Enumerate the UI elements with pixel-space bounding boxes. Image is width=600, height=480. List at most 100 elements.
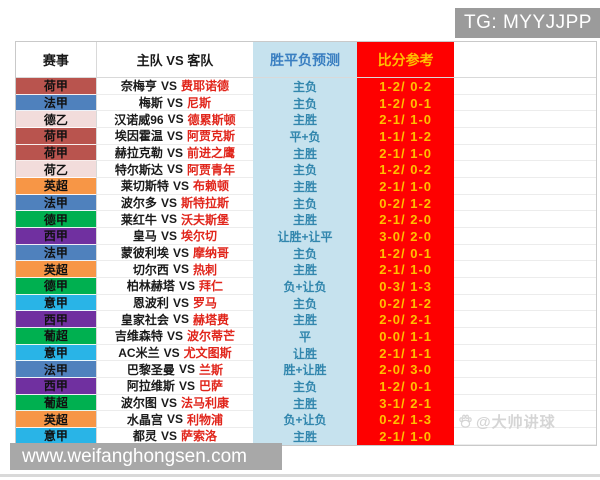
- empty-cell: [454, 261, 596, 279]
- score-label: 1-2/ 0-1: [379, 245, 433, 261]
- table-row: 葡超 吉维森特 VS 波尔蒂芒 平 0-0/ 1-1: [16, 328, 596, 345]
- away-team-label: 布赖顿: [192, 179, 229, 194]
- score-cell: 1-2/ 0-2: [356, 161, 455, 179]
- empty-cell: [454, 428, 596, 445]
- table-row: 西甲 皇家社会 VS 赫塔费 主胜 2-0/ 2-1: [16, 311, 596, 329]
- prediction-label: 主胜: [292, 146, 317, 161]
- prediction-cell: 主负: [253, 94, 357, 112]
- league-cell: 西甲: [16, 311, 96, 329]
- tg-badge: TG: MYYJJPP: [455, 8, 600, 38]
- home-team-label: 莱切斯特: [120, 179, 169, 194]
- away-team-label: 阿贾青年: [186, 162, 235, 177]
- vs-label: VS: [172, 262, 189, 277]
- empty-cell: [454, 161, 596, 179]
- league-label: 德甲: [43, 212, 68, 227]
- away-team-label: 利物浦: [186, 412, 223, 427]
- score-label: 2-1/ 1-1: [379, 345, 433, 361]
- col-header-league: 赛事: [16, 42, 96, 78]
- teams-cell: 吉维森特 VS 波尔蒂芒: [95, 328, 254, 345]
- league-cell: 英超: [16, 411, 96, 429]
- table-row: 法甲 巴黎圣曼 VS 兰斯 胜+让胜 2-0/ 3-0: [16, 361, 596, 379]
- away-team-label: 前进之鹰: [186, 146, 235, 161]
- prediction-cell: 主胜: [253, 428, 357, 445]
- prediction-cell: 主负: [253, 78, 357, 95]
- prediction-cell: 主胜: [253, 261, 357, 279]
- league-label: 西甲: [43, 312, 68, 327]
- prediction-label: 主负: [292, 296, 317, 311]
- score-label: 0-2/ 1-3: [379, 412, 433, 428]
- league-label: 西甲: [43, 379, 68, 394]
- vs-label: VS: [160, 78, 177, 93]
- vs-label: VS: [160, 195, 177, 210]
- prediction-label: 主负: [292, 163, 317, 178]
- table-row: 葡超 波尔图 VS 法马利康 主胜 3-1/ 2-1: [16, 394, 596, 412]
- score-label: 3-1/ 2-1: [379, 395, 433, 411]
- table-body: 荷甲 奈梅亨 VS 费耶诺德 主负 1-2/ 0-2 法甲 梅斯 VS 尼斯 主…: [16, 78, 596, 445]
- prediction-cell: 主胜: [253, 394, 357, 412]
- score-label: 2-1/ 1-0: [379, 178, 433, 194]
- watermark: @大帅讲球: [458, 410, 556, 432]
- home-team-label: 水晶宫: [126, 412, 163, 427]
- away-team-label: 赫塔费: [192, 312, 229, 327]
- home-team-label: 蒙彼利埃: [120, 246, 169, 261]
- league-label: 德乙: [43, 112, 68, 127]
- teams-cell: 莱红牛 VS 沃夫斯堡: [95, 211, 254, 229]
- vs-label: VS: [166, 412, 183, 427]
- teams-cell: 埃因霍温 VS 阿贾克斯: [95, 128, 254, 145]
- away-team-label: 尤文图斯: [183, 346, 232, 361]
- bottom-strip: [0, 474, 600, 477]
- table-row: 荷甲 埃因霍温 VS 阿贾克斯 平+负 1-1/ 1-2: [16, 128, 596, 145]
- score-label: 3-0/ 2-0: [379, 228, 433, 244]
- teams-cell: 波尔图 VS 法马利康: [95, 394, 254, 412]
- teams-cell: 赫拉克勒 VS 前进之鹰: [95, 144, 254, 162]
- empty-cell: [454, 345, 596, 362]
- vs-label: VS: [166, 162, 183, 177]
- home-team-label: 奈梅亨: [120, 79, 157, 94]
- empty-cell: [454, 278, 596, 295]
- vs-label: VS: [178, 378, 195, 393]
- table-row: 德乙 汉诺威96 VS 德累斯顿 主胜 2-1/ 1-0: [16, 111, 596, 129]
- league-label: 法甲: [43, 362, 68, 377]
- table-row: 英超 莱切斯特 VS 布赖顿 主胜 2-1/ 1-0: [16, 178, 596, 195]
- league-label: 法甲: [43, 96, 68, 111]
- teams-cell: 奈梅亨 VS 费耶诺德: [95, 78, 254, 95]
- prediction-label: 平: [298, 329, 311, 344]
- vs-label: VS: [166, 328, 183, 343]
- away-team-label: 沃夫斯堡: [180, 212, 229, 227]
- score-cell: 0-0/ 1-1: [356, 328, 455, 345]
- prediction-cell: 负+让负: [253, 278, 357, 295]
- score-label: 2-0/ 3-0: [379, 362, 433, 378]
- home-team-label: 吉维森特: [114, 329, 163, 344]
- prediction-label: 主负: [292, 246, 317, 261]
- away-team-label: 斯特拉斯: [180, 196, 229, 211]
- empty-cell: [454, 211, 596, 229]
- table-row: 意甲 都灵 VS 萨索洛 主胜 2-1/ 1-0: [16, 428, 596, 445]
- vs-label: VS: [166, 95, 183, 110]
- score-label: 2-1/ 1-0: [379, 428, 433, 444]
- league-cell: 法甲: [16, 361, 96, 379]
- home-team-label: 切尔西: [132, 262, 169, 277]
- league-label: 葡超: [43, 396, 68, 411]
- league-label: 英超: [43, 179, 68, 194]
- teams-cell: 梅斯 VS 尼斯: [95, 94, 254, 112]
- baidu-paw-icon: [459, 414, 472, 428]
- away-team-label: 尼斯: [186, 96, 211, 111]
- prediction-cell: 让胜+让平: [253, 228, 357, 245]
- home-team-label: 皇马: [132, 229, 157, 244]
- prediction-label: 胜+让胜: [283, 363, 327, 378]
- league-label: 西甲: [43, 229, 68, 244]
- score-cell: 1-1/ 1-2: [356, 128, 455, 145]
- score-cell: 1-2/ 0-2: [356, 78, 455, 95]
- score-cell: 3-1/ 2-1: [356, 394, 455, 412]
- vs-label: VS: [166, 145, 183, 160]
- prediction-label: 主胜: [292, 213, 317, 228]
- table-row: 荷甲 奈梅亨 VS 费耶诺德 主负 1-2/ 0-2: [16, 78, 596, 95]
- table-row: 荷甲 赫拉克勒 VS 前进之鹰 主胜 2-1/ 1-0: [16, 144, 596, 162]
- away-team-label: 费耶诺德: [180, 79, 229, 94]
- prediction-cell: 主胜: [253, 178, 357, 195]
- league-cell: 荷乙: [16, 161, 96, 179]
- score-label: 2-1/ 1-0: [379, 145, 433, 161]
- home-team-label: 阿拉维斯: [126, 379, 175, 394]
- score-cell: 3-0/ 2-0: [356, 228, 455, 245]
